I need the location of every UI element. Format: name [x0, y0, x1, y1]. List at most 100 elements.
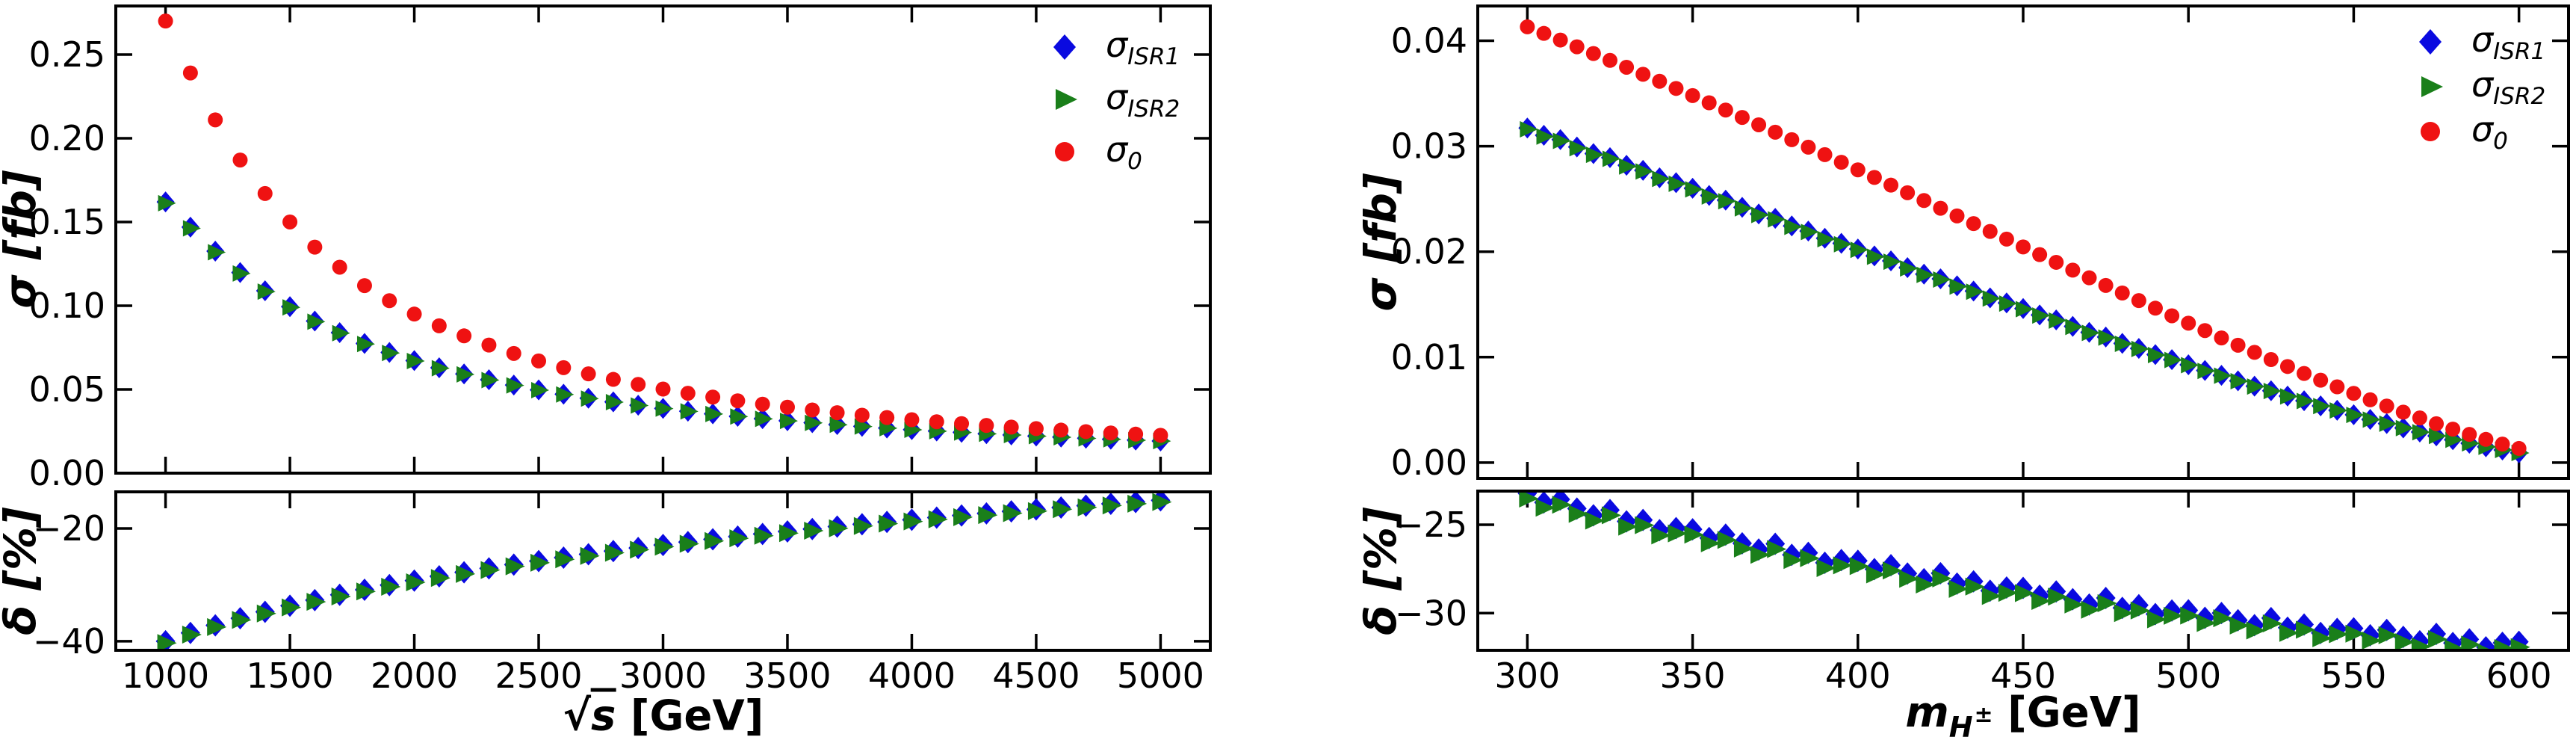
x-tick-label: 2000 — [371, 656, 458, 696]
legend-item-sigma-isr2: σISR2 — [1046, 73, 1180, 126]
data-point — [1585, 511, 1605, 530]
data-point — [2297, 392, 2315, 410]
y-tick-label: 0.10 — [29, 286, 105, 326]
data-point — [1536, 25, 1552, 41]
data-point — [2196, 614, 2217, 632]
data-point — [2279, 388, 2298, 405]
data-point — [2197, 323, 2213, 339]
data-point — [1602, 52, 1617, 68]
data-point — [1053, 500, 1073, 519]
x-tick-label: 350 — [1660, 656, 1726, 696]
y-tick-label: 0.20 — [29, 118, 105, 158]
data-point — [1684, 525, 1704, 544]
series-sigma-0 — [1520, 19, 2527, 456]
data-point — [655, 381, 671, 397]
data-point — [2329, 625, 2349, 644]
data-point — [1916, 266, 1935, 283]
data-point — [157, 634, 177, 650]
data-point — [1998, 231, 2014, 247]
data-point — [1602, 150, 1620, 167]
data-point — [2429, 428, 2447, 445]
data-point — [1751, 206, 1770, 223]
data-point — [1552, 496, 1572, 514]
data-point — [1965, 577, 1985, 596]
x-tick-label: 600 — [2486, 656, 2552, 696]
data-point — [158, 13, 173, 29]
data-point — [1801, 139, 1816, 155]
data-point — [2379, 398, 2394, 414]
data-point — [829, 405, 845, 421]
data-point — [232, 611, 252, 629]
left-bottom-panel: 1000 1500 2000 2500 3000 3500 4000 4500 5000 −40 −… — [33, 490, 1212, 696]
x-tick-label: 5000 — [1117, 656, 1204, 696]
left-bottom-ylabel-delta: δ [%] — [0, 507, 46, 635]
data-point — [257, 283, 276, 300]
data-point — [1734, 200, 1753, 217]
data-point — [307, 313, 326, 330]
data-point — [580, 366, 596, 382]
data-point — [1552, 32, 1568, 48]
data-point — [2378, 626, 2398, 644]
data-point — [1949, 208, 1965, 223]
data-point — [1568, 505, 1588, 523]
data-point — [2262, 614, 2282, 633]
right-bottom-frame — [1476, 490, 2570, 652]
data-point — [1520, 19, 1535, 34]
data-point — [1883, 561, 1903, 580]
data-point — [2247, 345, 2262, 360]
data-point — [1733, 539, 1753, 558]
data-point — [1152, 493, 1172, 511]
data-point — [904, 412, 920, 428]
data-point — [282, 299, 301, 316]
data-point — [2064, 595, 2084, 614]
x-tick-label: 500 — [2155, 656, 2221, 696]
data-point — [1668, 81, 1684, 96]
data-point — [431, 360, 450, 377]
data-point — [2097, 594, 2117, 613]
circle-icon — [1055, 142, 1074, 161]
data-point — [705, 405, 724, 422]
right-top-ylabel-sigma: σ [fb] — [1355, 173, 1406, 312]
data-point — [2098, 277, 2114, 293]
data-point — [2461, 635, 2481, 650]
data-point — [1850, 162, 1866, 178]
data-point — [2279, 359, 2295, 374]
series-sigma-isr1 — [1518, 117, 2528, 463]
data-point — [2229, 616, 2250, 635]
data-point — [1866, 248, 1885, 265]
data-point — [1982, 223, 1998, 239]
data-point — [805, 402, 820, 418]
data-point — [2296, 620, 2316, 639]
data-point — [1535, 499, 1555, 517]
data-point — [456, 366, 475, 383]
data-point — [903, 512, 923, 531]
right-bottom-panel: 300 350 400 450 500 550 600 −30 −25 — [1395, 490, 2570, 696]
data-point — [1866, 565, 1886, 584]
data-point — [2164, 606, 2184, 625]
data-point — [2345, 624, 2365, 643]
data-point — [705, 389, 721, 405]
diamond-icon — [2419, 29, 2442, 55]
legend-label: σISR2 — [1106, 76, 1180, 123]
y-tick-label: 0.00 — [29, 453, 105, 493]
data-point — [1652, 73, 1668, 89]
data-point — [2065, 262, 2081, 278]
data-point — [729, 529, 749, 548]
data-point — [2329, 379, 2345, 395]
data-point — [1652, 170, 1671, 188]
legend-item-sigma-0: σ0 — [1046, 126, 1180, 178]
data-point — [2146, 610, 2167, 629]
data-point — [805, 414, 823, 431]
x-tick-label: 400 — [1825, 656, 1891, 696]
data-point — [1651, 526, 1671, 545]
data-point — [306, 593, 326, 611]
data-point — [1784, 218, 1803, 235]
data-point — [481, 337, 497, 353]
data-point — [208, 244, 226, 261]
y-tick-label: −20 — [33, 508, 105, 549]
series-delta-isr2 — [1519, 491, 2530, 650]
data-point — [2081, 600, 2101, 619]
right-legend: σISR1 σISR2 σ0 — [2412, 19, 2545, 155]
data-point — [2180, 606, 2200, 625]
